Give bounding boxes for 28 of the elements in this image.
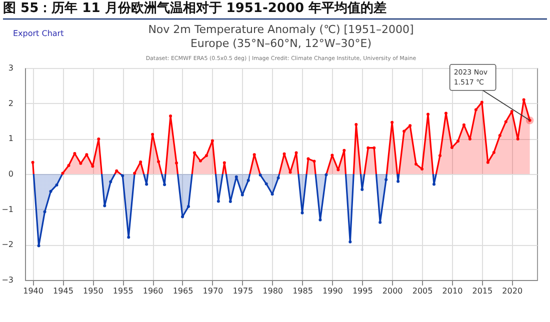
x-tick-label: 1940 xyxy=(23,286,44,296)
x-tick-label: 2010 xyxy=(442,286,463,296)
x-tick-label: 1970 xyxy=(202,286,224,296)
chart-subtitle: Nov 2m Temperature Anomaly (℃) [1951–2000] xyxy=(148,23,414,36)
x-tick-label: 1945 xyxy=(53,286,74,296)
y-tick-label: −1 xyxy=(2,204,14,214)
x-tick-label: 1965 xyxy=(172,286,194,296)
x-tick-label: 1950 xyxy=(82,286,104,296)
y-tick-label: 1 xyxy=(8,134,14,144)
x-tick-label: 1985 xyxy=(292,286,313,296)
x-tick-label: 1975 xyxy=(232,286,254,296)
x-tick-label: 2015 xyxy=(472,286,493,296)
y-tick-label: 0 xyxy=(8,170,14,178)
x-tick-label: 1995 xyxy=(352,286,373,296)
text: Export Chart xyxy=(13,29,64,38)
x-tick-label: 2000 xyxy=(382,286,403,296)
x-tick-label: 1990 xyxy=(322,286,343,296)
y-tick-label: −2 xyxy=(2,240,14,250)
chart-title: 图 55：历年 11 月份欧洲气温相对于 1951-2000 年平均值的差 xyxy=(3,1,387,16)
text: Europe (35°N–60°N, 12°W–30°E) xyxy=(190,37,372,50)
x-tick-label: 2005 xyxy=(412,286,433,296)
x-tick-label: 2020 xyxy=(502,286,523,296)
y-tick-label: 2 xyxy=(8,98,14,108)
x-tick-label: 1955 xyxy=(112,286,134,296)
x-tick-label: 1960 xyxy=(142,286,164,296)
y-tick-label: −3 xyxy=(2,276,14,284)
y-tick-label: 3 xyxy=(8,64,14,72)
x-tick-label: 1980 xyxy=(262,286,283,296)
